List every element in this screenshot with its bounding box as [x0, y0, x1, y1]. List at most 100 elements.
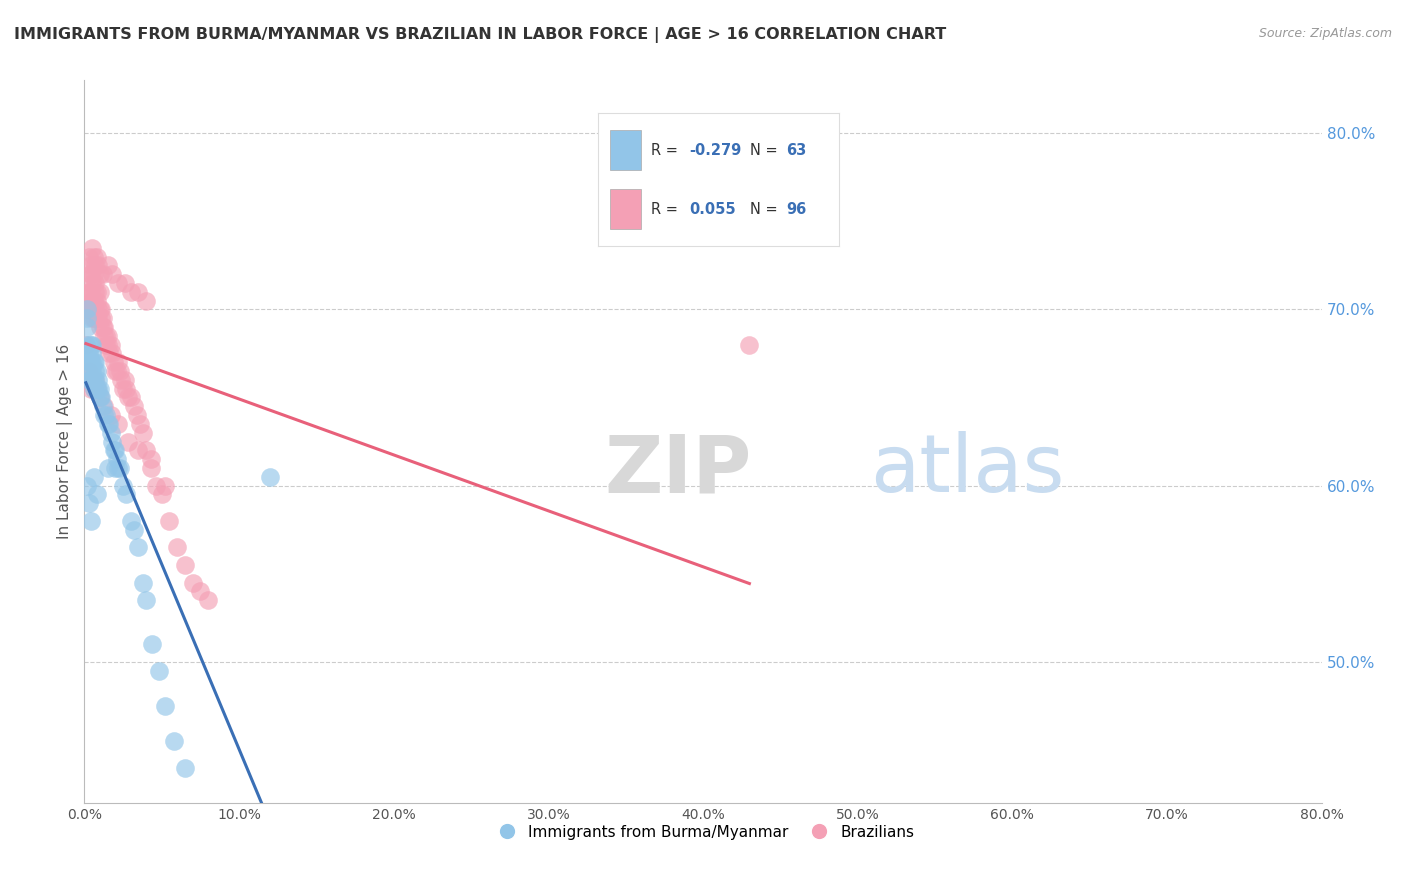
Point — [91, 399, 114, 413]
Point — [82, 373, 104, 387]
Point — [94, 337, 117, 351]
Point — [129, 417, 152, 431]
Point — [101, 267, 124, 281]
Point — [159, 514, 180, 528]
Point — [75, 337, 97, 351]
Point — [86, 487, 108, 501]
Point — [86, 311, 108, 326]
Point — [153, 478, 176, 492]
Point — [104, 443, 127, 458]
Point — [197, 593, 219, 607]
Point — [83, 373, 105, 387]
Text: ZIP: ZIP — [605, 432, 751, 509]
Point — [83, 267, 105, 281]
Point — [89, 285, 111, 299]
Point — [135, 443, 157, 458]
Point — [122, 523, 145, 537]
Point — [89, 267, 111, 281]
Point — [79, 302, 101, 317]
Point — [139, 461, 162, 475]
Point — [84, 276, 107, 290]
Point — [105, 452, 128, 467]
Point — [83, 293, 105, 308]
Point — [86, 382, 108, 396]
Point — [77, 364, 100, 378]
Point — [77, 285, 100, 299]
Point — [120, 514, 142, 528]
Point — [96, 461, 118, 475]
Point — [114, 373, 136, 387]
Point — [79, 267, 101, 281]
Point — [87, 311, 110, 326]
Point — [107, 417, 129, 431]
Point — [86, 364, 108, 378]
Point — [82, 355, 104, 369]
Point — [93, 399, 115, 413]
Point — [104, 364, 127, 378]
Point — [90, 302, 112, 317]
Point — [77, 346, 100, 360]
Point — [82, 364, 104, 378]
Point — [83, 355, 105, 369]
Point — [77, 355, 100, 369]
Point — [79, 382, 101, 396]
Point — [93, 320, 115, 334]
Point — [76, 302, 98, 317]
Point — [76, 302, 98, 317]
Point — [82, 373, 104, 387]
Point — [107, 355, 129, 369]
Point — [79, 285, 101, 299]
Point — [135, 593, 157, 607]
Point — [79, 514, 101, 528]
Point — [163, 734, 186, 748]
Point — [79, 337, 101, 351]
Point — [91, 267, 114, 281]
Point — [135, 293, 157, 308]
Point — [98, 346, 121, 360]
Point — [86, 382, 108, 396]
Point — [100, 408, 122, 422]
Point — [127, 285, 149, 299]
Point — [125, 408, 148, 422]
Point — [96, 417, 118, 431]
Point — [91, 311, 114, 326]
Point — [86, 250, 108, 264]
Point — [115, 487, 138, 501]
Point — [93, 328, 115, 343]
Text: IMMIGRANTS FROM BURMA/MYANMAR VS BRAZILIAN IN LABOR FORCE | AGE > 16 CORRELATION: IMMIGRANTS FROM BURMA/MYANMAR VS BRAZILI… — [14, 27, 946, 43]
Point — [91, 320, 114, 334]
Point — [94, 408, 117, 422]
Point — [96, 258, 118, 272]
Point — [75, 346, 97, 360]
Point — [83, 311, 105, 326]
Point — [96, 328, 118, 343]
Point — [127, 541, 149, 555]
Point — [114, 276, 136, 290]
Point — [141, 637, 163, 651]
Point — [84, 355, 107, 369]
Point — [174, 558, 197, 572]
Point — [76, 320, 98, 334]
Point — [122, 399, 145, 413]
Point — [82, 241, 104, 255]
Point — [83, 250, 105, 264]
Point — [89, 382, 111, 396]
Point — [76, 478, 98, 492]
Point — [112, 478, 135, 492]
Point — [79, 364, 101, 378]
Point — [82, 276, 104, 290]
Point — [112, 382, 135, 396]
Point — [82, 293, 104, 308]
Point — [89, 391, 111, 405]
Point — [100, 337, 122, 351]
Point — [77, 267, 100, 281]
Point — [127, 443, 149, 458]
Point — [148, 664, 170, 678]
Point — [76, 311, 98, 326]
Point — [77, 302, 100, 317]
Point — [110, 373, 132, 387]
Point — [83, 382, 105, 396]
Point — [89, 391, 111, 405]
Point — [93, 408, 115, 422]
Point — [84, 258, 107, 272]
